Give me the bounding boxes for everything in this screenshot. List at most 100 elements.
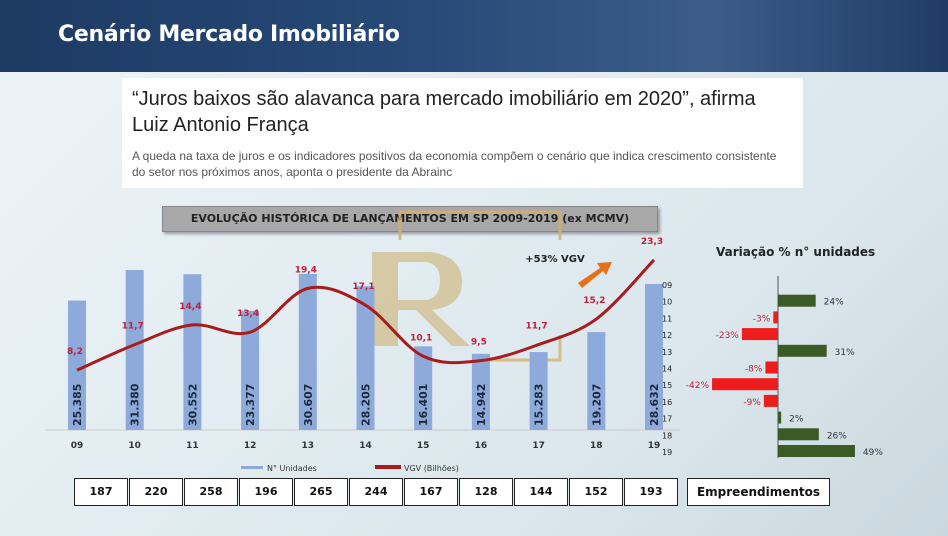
bar-unidades [356, 286, 375, 430]
empreendimentos-label: Empreendimentos [687, 478, 830, 506]
bar-value-label: 28.632 [648, 384, 661, 426]
vgv-annotation: +53% VGV [525, 254, 585, 265]
page-title: Cenário Mercado Imobiliário [58, 22, 400, 47]
x-tick-label: 16 [475, 441, 488, 451]
variation-value-label: 31% [835, 348, 855, 358]
variation-bar [741, 328, 778, 341]
legend-label-vgv: VGV (Bilhões) [404, 464, 459, 473]
variation-year-label: 18 [662, 431, 672, 440]
variation-value-label: -8% [745, 365, 763, 375]
empreendimentos-cell: 144 [514, 478, 568, 506]
article-box: “Juros baixos são alavanca para mercado … [122, 78, 803, 188]
variation-bar [778, 294, 816, 307]
bar-value-label: 30.552 [186, 384, 199, 426]
legend-label-unidades: N° Unidades [267, 464, 317, 473]
x-tick-label: 11 [186, 441, 199, 451]
empreendimentos-cell: 265 [294, 478, 348, 506]
vgv-value-label: 8,2 [67, 347, 83, 357]
variation-bar [778, 428, 819, 441]
bar-unidades [529, 352, 548, 430]
variation-bar [778, 411, 782, 424]
variation-bar [778, 344, 827, 357]
bar-value-label: 23.377 [244, 384, 257, 426]
article-summary: A queda na taxa de juros e os indicadore… [132, 149, 777, 179]
variation-bar [778, 445, 855, 457]
variation-value-label: -42% [686, 381, 710, 391]
empreendimentos-cell: 187 [74, 478, 128, 506]
logo-frame [398, 210, 562, 362]
empreendimentos-cell: 258 [184, 478, 238, 506]
vgv-value-label: 11,7 [122, 322, 144, 332]
variation-year-label: 15 [662, 381, 672, 390]
x-tick-label: 15 [417, 441, 430, 451]
variation-year-label: 17 [662, 415, 672, 424]
variation-value-label: -9% [743, 398, 761, 408]
empreendimentos-table: 187 220 258 196 265 244 167 128 144 152 193 [74, 478, 679, 506]
bar-value-label: 19.207 [590, 384, 603, 426]
bar-unidades [645, 284, 663, 430]
vgv-value-label: 13,4 [237, 309, 259, 319]
x-tick-label: 12 [244, 441, 257, 451]
vgv-line [76, 258, 656, 372]
vgv-value-label: 11,7 [525, 322, 547, 332]
x-tick-label: 10 [128, 441, 141, 451]
empreendimentos-cell: 128 [459, 478, 513, 506]
variation-year-label: 13 [662, 348, 672, 357]
variation-bar [773, 311, 778, 324]
logo-r-icon [372, 252, 470, 346]
arrow-up-icon [578, 262, 612, 288]
bar-unidades [68, 300, 86, 430]
bar-value-label: 25.385 [71, 384, 84, 426]
variation-year-label: 16 [662, 398, 672, 407]
variation-bar [765, 361, 778, 374]
empreendimentos-cell: 220 [129, 478, 183, 506]
variation-chart-title: Variação % n° unidades [716, 245, 876, 259]
variation-value-label: 24% [824, 298, 844, 308]
variation-value-label: 49% [863, 448, 883, 458]
x-tick-label: 14 [359, 441, 372, 451]
empreendimentos-cell: 152 [569, 478, 623, 506]
variation-year-label: 14 [662, 365, 672, 374]
vgv-value-label: 15,2 [583, 296, 605, 306]
bar-value-label: 15.283 [533, 384, 546, 426]
bar-value-label: 28.205 [360, 384, 373, 426]
header-banner: Cenário Mercado Imobiliário [0, 0, 948, 72]
bar-unidades [414, 346, 433, 430]
variation-year-label: 09 [662, 281, 672, 290]
vgv-value-label: 17,1 [352, 282, 374, 292]
variation-value-label: -3% [753, 314, 771, 324]
empreendimentos-cell: 196 [239, 478, 293, 506]
x-tick-label: 13 [302, 441, 315, 451]
bar-unidades [241, 310, 260, 430]
bar-unidades [183, 274, 202, 430]
empreendimentos-cell: 167 [404, 478, 458, 506]
x-tick-label: 19 [648, 441, 661, 451]
variation-bar [763, 394, 778, 407]
variation-value-label: -23% [716, 331, 740, 341]
variation-bar [712, 378, 778, 391]
legend-swatch-vgv [375, 465, 401, 469]
empreendimentos-cell: 244 [349, 478, 403, 506]
vgv-value-label: 10,1 [410, 333, 432, 343]
chart-title: EVOLUÇÃO HISTÓRICA DE LANÇAMENTOS EM SP … [162, 206, 658, 232]
bar-value-label: 16.401 [417, 384, 430, 426]
variation-value-label: 26% [827, 431, 847, 441]
variation-value-label: 2% [789, 415, 804, 425]
bar-value-label: 31.380 [129, 383, 142, 426]
variation-year-label: 11 [662, 314, 672, 323]
x-tick-label: 17 [532, 441, 545, 451]
vgv-value-label: 9,5 [471, 338, 487, 348]
vgv-value-label: 23,3 [641, 237, 663, 247]
legend-swatch-unidades [241, 466, 263, 469]
bar-unidades [471, 353, 490, 430]
bar-unidades [298, 273, 317, 430]
bar-unidades [587, 332, 606, 430]
variation-year-label: 10 [662, 298, 672, 307]
bar-value-label: 14.942 [475, 384, 488, 426]
variation-year-label: 12 [662, 331, 672, 340]
article-headline: “Juros baixos são alavanca para mercado … [132, 88, 756, 136]
vgv-value-label: 19,4 [295, 265, 317, 275]
bar-value-label: 30.607 [302, 384, 315, 426]
vgv-value-label: 14,4 [179, 302, 201, 312]
